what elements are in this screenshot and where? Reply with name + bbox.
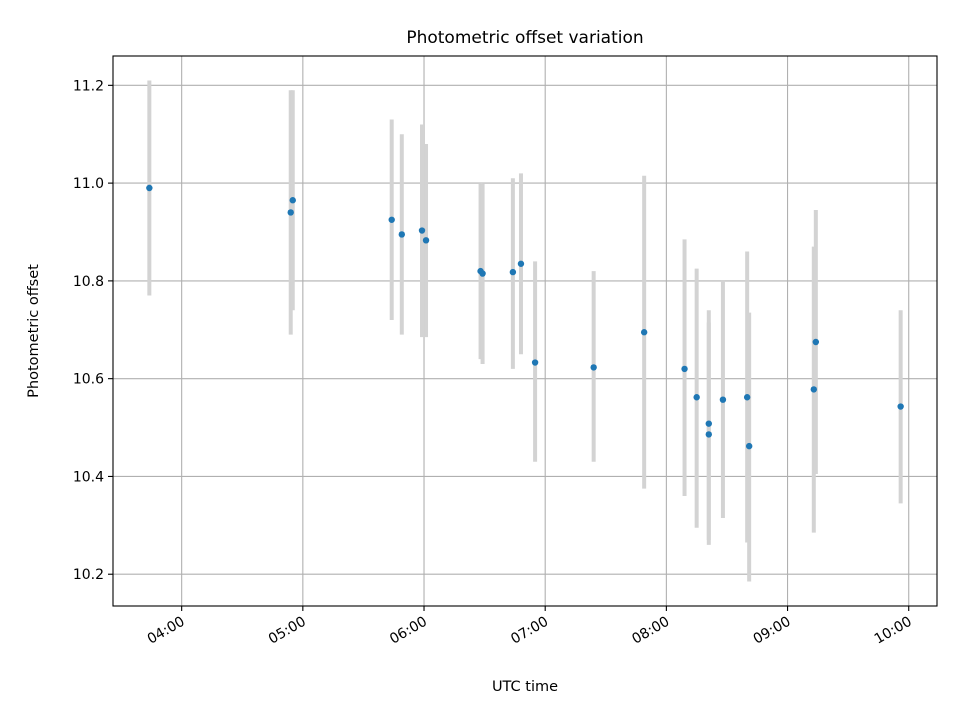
data-point xyxy=(517,260,525,267)
y-axis-label: Photometric offset xyxy=(26,264,42,398)
data-point xyxy=(812,338,820,346)
y-axis-ticks: 10.2 10.4 10.6 10.8 11.0 11.2 xyxy=(73,78,113,583)
data-points xyxy=(146,184,904,450)
data-point xyxy=(705,420,712,427)
y-tick-label: 10.4 xyxy=(73,469,104,485)
data-point xyxy=(810,386,818,393)
y-tick-label: 10.6 xyxy=(73,372,104,388)
data-point xyxy=(479,270,486,277)
data-point xyxy=(531,359,539,366)
grid xyxy=(113,56,937,606)
data-point xyxy=(388,216,395,223)
data-point xyxy=(743,394,751,401)
data-point xyxy=(289,197,296,204)
data-point xyxy=(509,268,517,276)
y-tick-label: 11.2 xyxy=(73,78,104,94)
y-tick-label: 11.0 xyxy=(73,176,104,192)
y-tick-label: 10.2 xyxy=(73,567,104,583)
data-point xyxy=(897,403,904,410)
data-point xyxy=(398,231,406,238)
data-point xyxy=(590,364,597,371)
chart-title: Photometric offset variation xyxy=(406,28,643,48)
data-point xyxy=(418,227,426,234)
data-point xyxy=(693,394,700,401)
data-point xyxy=(681,365,688,373)
plot-frame xyxy=(112,55,938,607)
data-point xyxy=(745,442,753,450)
data-point xyxy=(640,329,648,336)
y-tick-label: 10.8 xyxy=(73,274,104,290)
data-point xyxy=(719,396,727,403)
data-point xyxy=(146,184,153,192)
x-axis-label: UTC time xyxy=(492,679,558,695)
data-point xyxy=(422,237,430,244)
data-point xyxy=(287,209,294,216)
data-point xyxy=(705,431,712,438)
